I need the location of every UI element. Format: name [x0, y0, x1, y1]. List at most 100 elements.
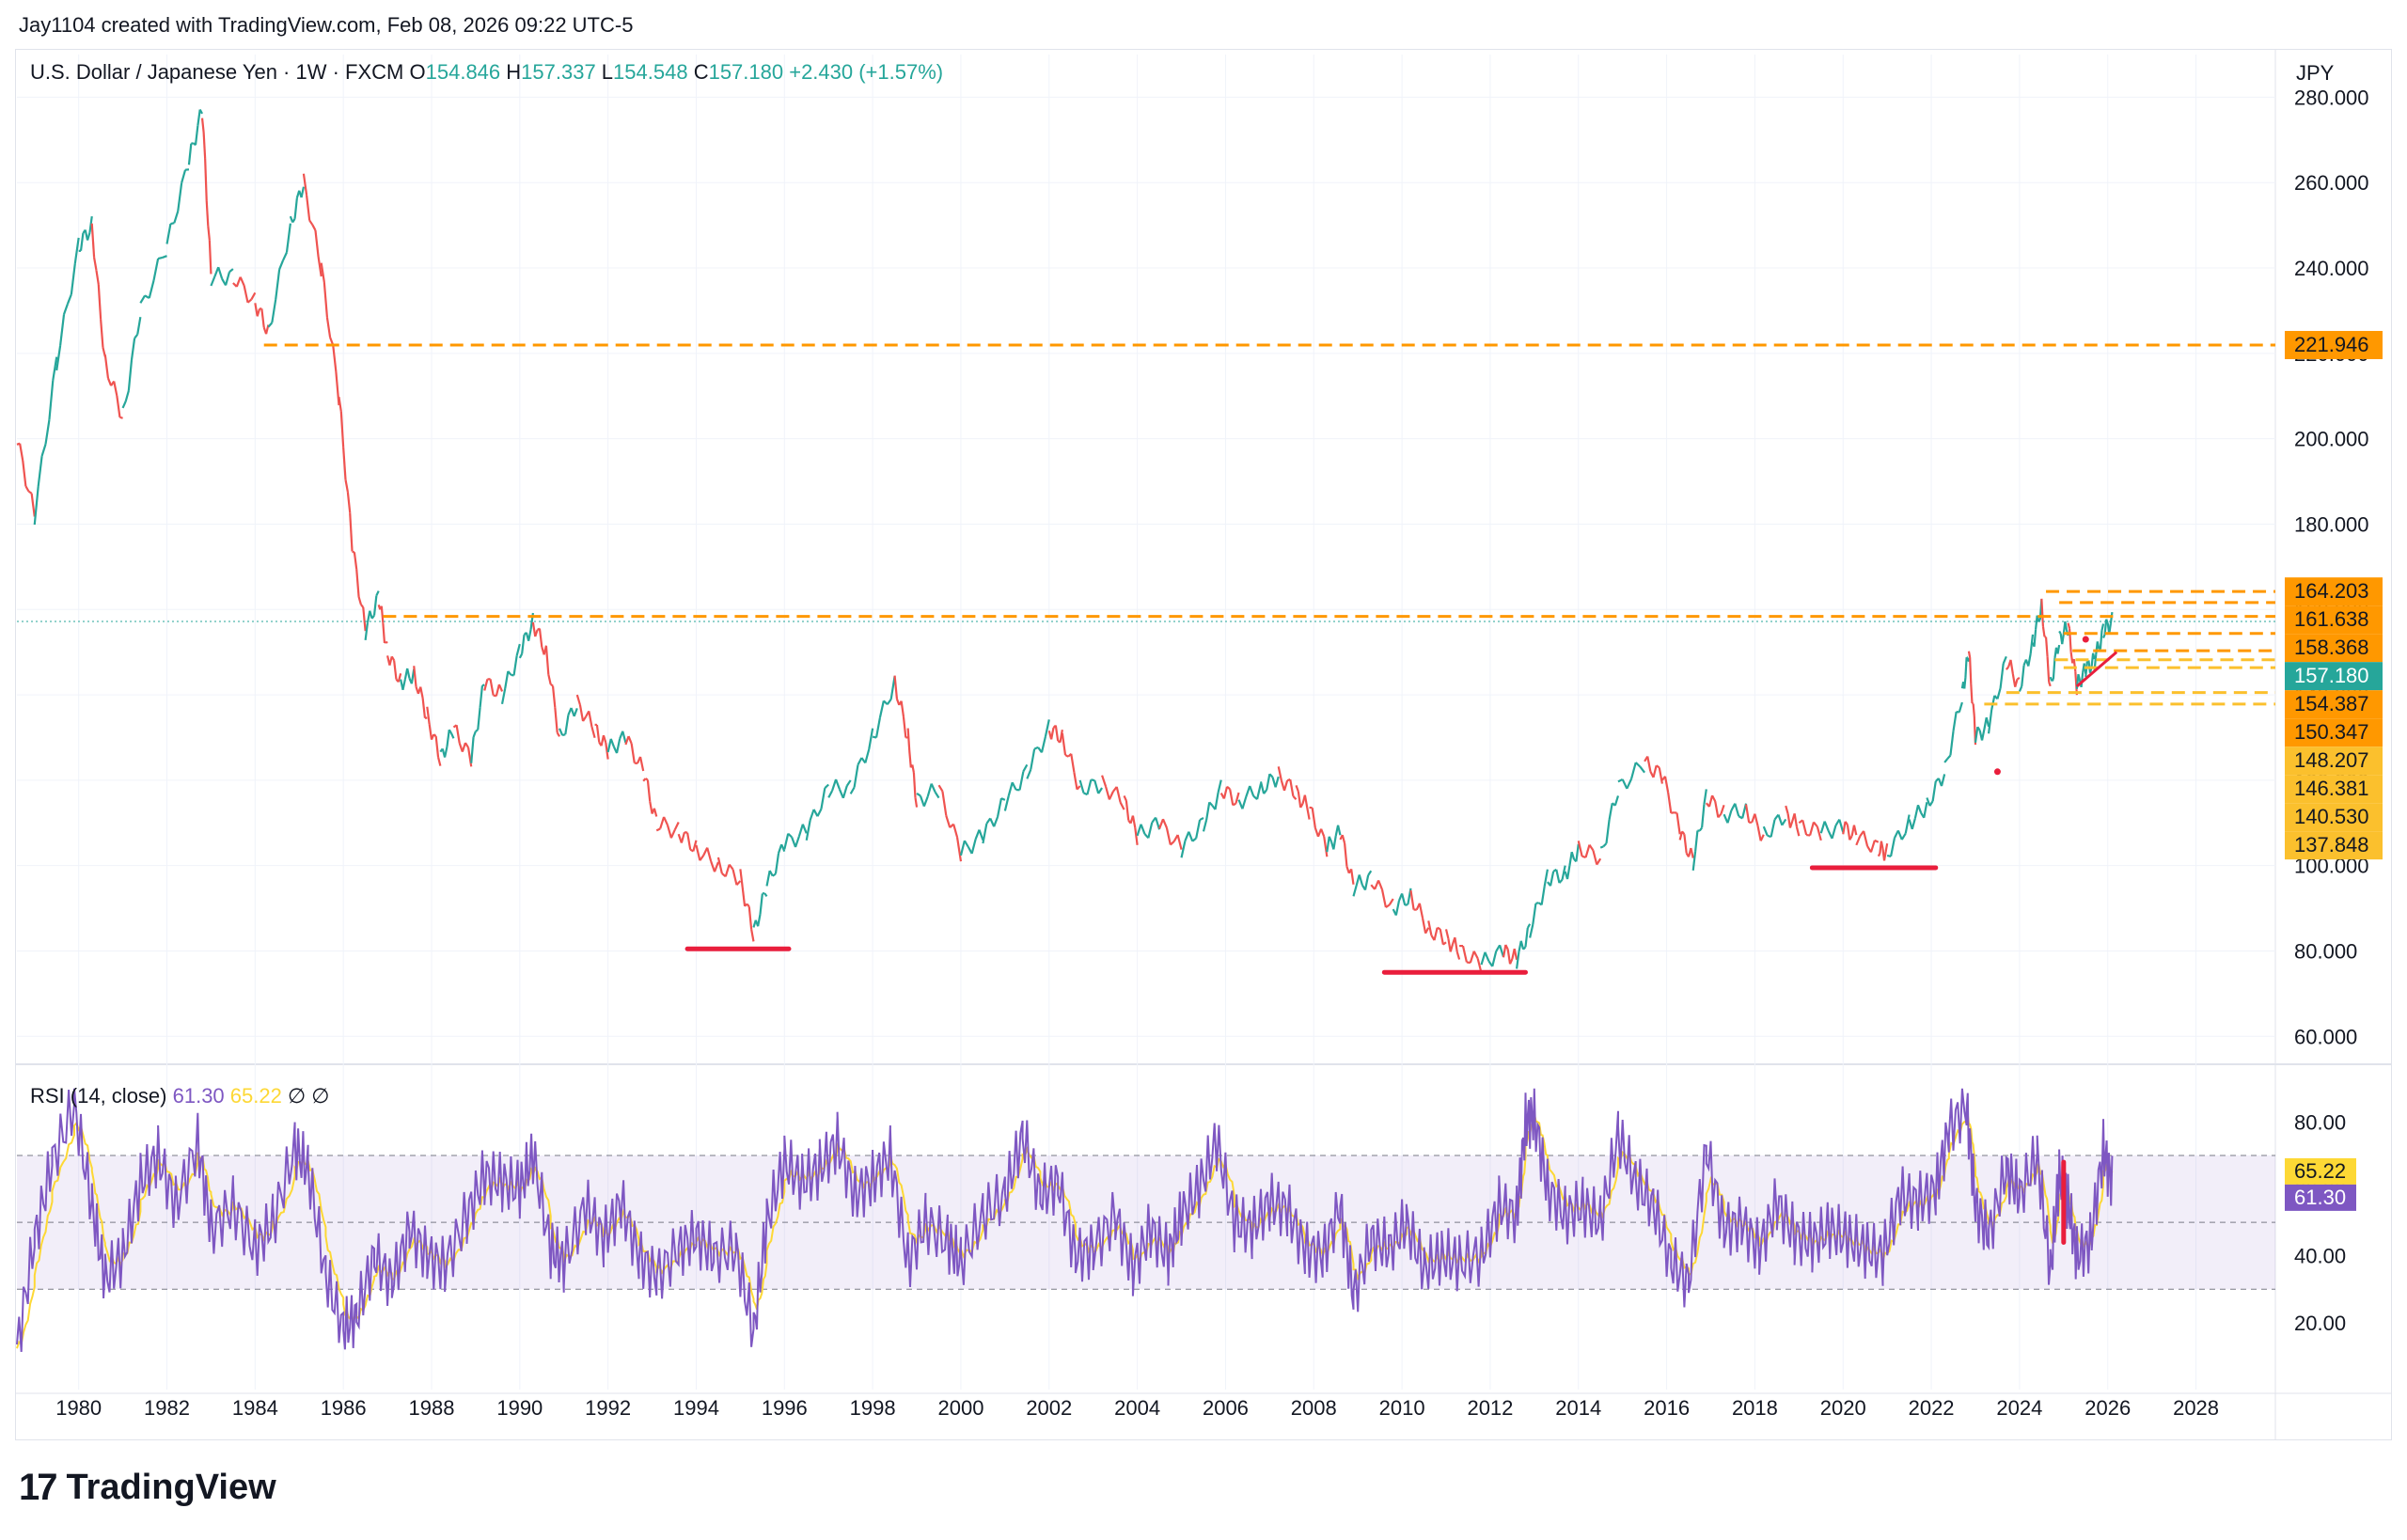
price-segment [202, 132, 207, 160]
price-segment [342, 447, 347, 480]
price-segment [291, 218, 296, 224]
price-segment [780, 843, 786, 853]
price-segment [197, 109, 201, 126]
price-segment [419, 686, 424, 699]
price-segment [364, 622, 370, 640]
price-segment [477, 707, 481, 731]
price-segment [774, 853, 780, 874]
price-segment [1091, 778, 1095, 782]
price-segment [1543, 869, 1550, 887]
price-segment [914, 797, 919, 808]
price-segment [121, 401, 127, 409]
price-segment [1184, 831, 1190, 841]
price-segment [982, 823, 988, 844]
price-segment [1472, 951, 1479, 959]
x-tick-label: 1984 [232, 1396, 278, 1420]
price-segment [551, 685, 557, 708]
x-tick-label: 2010 [1379, 1396, 1425, 1420]
price-segment [1770, 819, 1776, 838]
price-segment [1526, 923, 1532, 929]
price-segment [1455, 951, 1461, 960]
price-segment [794, 836, 800, 848]
price-segment [1026, 769, 1032, 779]
price-segment [90, 223, 96, 258]
price-segment [1303, 794, 1309, 809]
rsi-scale-badge [2285, 1157, 2356, 1185]
price-segment [1831, 825, 1837, 840]
price-scale-badge-text: 164.203 [2294, 579, 2369, 603]
price-segment [1504, 944, 1509, 951]
price-segment [1943, 758, 1949, 763]
price-segment [48, 380, 55, 420]
y-tick-label: 180.000 [2294, 512, 2369, 536]
price-segment [893, 675, 899, 699]
price-segment [1596, 857, 1602, 866]
price-segment [1506, 949, 1512, 965]
price-segment [1683, 834, 1688, 854]
price-segment [602, 734, 607, 744]
rsi-tick-label: 40.00 [2294, 1245, 2346, 1268]
price-segment [1199, 817, 1204, 822]
price-segment [275, 269, 281, 300]
rsi-tick-label: 20.00 [2294, 1312, 2346, 1335]
price-segment [360, 604, 365, 608]
y-tick-label: 80.000 [2294, 939, 2357, 963]
rsi-scale-badge-text: 61.30 [2294, 1186, 2346, 1209]
price-scale-badge [2285, 605, 2383, 635]
rsi-pane [16, 1088, 2275, 1352]
price-segment [1377, 879, 1384, 890]
price-segment [1720, 804, 1725, 815]
price-segment [1806, 833, 1811, 837]
price-segment [1515, 951, 1520, 969]
price-segment [1003, 795, 1010, 811]
price-segment [100, 319, 104, 348]
price-segment [325, 317, 332, 338]
price-segment [1337, 825, 1342, 836]
price-segment [1656, 764, 1660, 769]
legend-part: C [694, 60, 709, 84]
price-segment [479, 685, 484, 708]
price-segment [1108, 791, 1114, 800]
price-segment [2014, 679, 2019, 688]
tradingview-logo[interactable]: 17 TradingView [19, 1467, 276, 1509]
price-segment [2068, 628, 2072, 652]
price-segment [2074, 671, 2078, 696]
price-segment [1869, 840, 1876, 853]
price-segment [300, 186, 306, 198]
price-segment [1466, 961, 1471, 965]
price-segment [659, 816, 666, 829]
price-segment [1703, 789, 1707, 805]
price-segment [200, 118, 205, 133]
price-segment [22, 460, 27, 487]
price-segment [2056, 644, 2061, 654]
price-segment [1946, 754, 1952, 760]
price-segment [1602, 842, 1608, 848]
price-segment [1874, 839, 1880, 843]
price-segment [922, 795, 929, 808]
price-segment [1581, 855, 1586, 858]
price-segment [874, 716, 882, 738]
price-segment [561, 733, 566, 737]
price-segment [2051, 678, 2054, 683]
price-segment [2080, 672, 2084, 687]
price-segment [963, 840, 969, 848]
rsi-legend-part: 65.22 [230, 1084, 288, 1108]
price-segment [198, 108, 204, 115]
price-segment [945, 815, 952, 828]
price-segment [2061, 634, 2065, 645]
price-segment [194, 125, 199, 146]
price-segment [483, 679, 489, 691]
price-segment [1667, 792, 1673, 813]
price-segment [1064, 753, 1069, 758]
price-segment [88, 215, 93, 233]
price-segment [801, 824, 808, 834]
price-segment [455, 725, 461, 744]
rsi-scale-badge-text: 65.22 [2294, 1159, 2346, 1183]
price-segment [1634, 762, 1642, 768]
x-tick-label: 2002 [1026, 1396, 1072, 1420]
price-segment [55, 345, 62, 371]
price-segment [605, 742, 609, 760]
price-segment [845, 779, 852, 787]
price-segment [177, 182, 183, 212]
